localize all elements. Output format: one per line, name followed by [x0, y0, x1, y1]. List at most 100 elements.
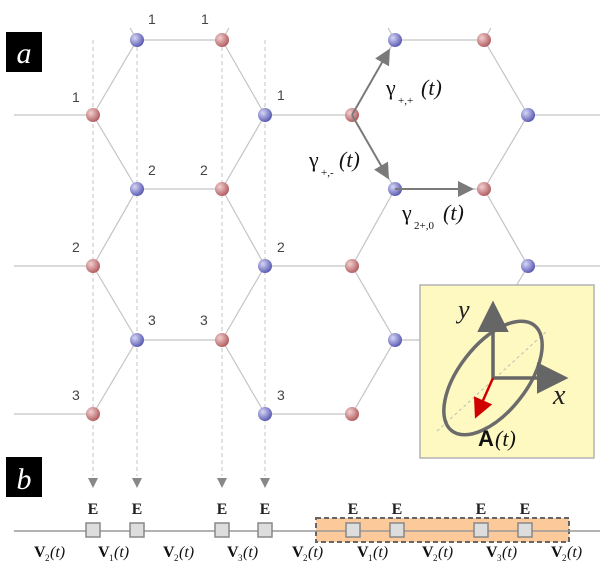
chain-site [85, 522, 101, 538]
svg-text:2: 2 [433, 553, 438, 563]
hopping-label-2plus-0: γ 2+,0 (t) [401, 200, 464, 232]
svg-text:1: 1 [109, 553, 114, 563]
vector-potential-arrow [473, 377, 495, 419]
hopping-arrows [351, 48, 474, 197]
svg-text:2: 2 [277, 239, 285, 255]
chain-site [345, 522, 361, 538]
svg-text:1: 1 [277, 87, 285, 103]
panel-b-label: b [6, 457, 42, 497]
hop-arrow-plus-minus [351, 114, 389, 180]
bond-label: V 2 (t) [551, 544, 582, 563]
chain-site [214, 522, 230, 538]
bond-label: V 2 (t) [163, 544, 194, 563]
svg-text:3: 3 [148, 312, 156, 328]
onsite-energy-labels: E E E E E E E E [88, 501, 531, 518]
site-a-red [86, 407, 100, 421]
chain-site [517, 522, 533, 538]
svg-text:3: 3 [497, 553, 502, 563]
svg-text:V: V [98, 544, 110, 561]
row-indices: 1 1 1 1 2 2 2 2 3 3 3 3 [72, 11, 285, 403]
inset-y-label: y [455, 295, 470, 324]
svg-text:E: E [217, 501, 228, 518]
svg-text:1: 1 [148, 11, 156, 27]
lattice-sites [86, 33, 535, 421]
bond-label: V 3 (t) [227, 544, 258, 563]
svg-text:(t): (t) [502, 544, 517, 561]
svg-text:3: 3 [200, 312, 208, 328]
svg-text:E: E [348, 501, 359, 518]
svg-text:(t): (t) [438, 544, 453, 561]
svg-text:γ: γ [308, 147, 319, 172]
svg-text:E: E [476, 501, 487, 518]
svg-text:2: 2 [148, 162, 156, 178]
inset-x-label: x [552, 380, 566, 411]
svg-text:2: 2 [303, 553, 308, 563]
svg-text:(t): (t) [421, 75, 442, 100]
chain-sites [85, 522, 533, 538]
svg-text:2: 2 [72, 239, 80, 255]
svg-text:E: E [392, 501, 403, 518]
site-b-blue [130, 182, 144, 196]
svg-text:(t): (t) [243, 544, 258, 561]
svg-text:a: a [17, 37, 32, 70]
svg-text:b: b [17, 463, 32, 496]
svg-text:V: V [34, 544, 46, 561]
svg-text:γ: γ [385, 75, 396, 100]
svg-text:1: 1 [72, 89, 80, 105]
site-a-red [215, 182, 229, 196]
inset-vector-arg: (t) [495, 426, 516, 451]
lattice-bonds [14, 27, 600, 415]
svg-text:V: V [422, 544, 434, 561]
hop-arrow-plus-plus [351, 48, 390, 116]
bond-label: V 2 (t) [422, 544, 453, 563]
svg-text:2+,0: 2+,0 [414, 220, 434, 232]
svg-text:V: V [292, 544, 304, 561]
svg-text:+,-: +,- [321, 167, 334, 179]
svg-text:E: E [88, 501, 99, 518]
site-b-blue [521, 259, 535, 273]
svg-text:(t): (t) [567, 544, 582, 561]
bond-label: V 1 (t) [98, 544, 129, 563]
site-a-red [345, 259, 359, 273]
svg-text:E: E [260, 501, 271, 518]
bond-label: V 2 (t) [292, 544, 323, 563]
site-b-blue [258, 108, 272, 122]
chain-site [129, 522, 145, 538]
svg-text:2: 2 [562, 553, 567, 563]
site-a-red [215, 33, 229, 47]
projection-lines [88, 40, 270, 488]
site-b-blue [521, 108, 535, 122]
bond-label: V 1 (t) [357, 544, 388, 563]
svg-text:3: 3 [277, 387, 285, 403]
bond-label: V 2 (t) [34, 544, 65, 563]
chain-site [473, 522, 489, 538]
svg-text:(t): (t) [114, 544, 129, 561]
hopping-label-plus-plus: γ +,+ (t) [385, 75, 442, 107]
site-b-blue [258, 407, 272, 421]
svg-text:+,+: +,+ [398, 95, 413, 107]
svg-text:γ: γ [401, 200, 412, 225]
polarization-inset: y x A (t) [419, 284, 595, 459]
svg-text:E: E [520, 501, 531, 518]
site-b-blue [258, 259, 272, 273]
hopping-label-plus-minus: γ +,- (t) [308, 147, 360, 179]
svg-text:3: 3 [72, 387, 80, 403]
site-a-red [215, 333, 229, 347]
svg-text:(t): (t) [373, 544, 388, 561]
chain-site [257, 522, 273, 538]
svg-text:2: 2 [200, 162, 208, 178]
site-b-blue [130, 33, 144, 47]
svg-text:V: V [163, 544, 175, 561]
site-a-red [345, 407, 359, 421]
chain-site [389, 522, 405, 538]
site-a-red [477, 33, 491, 47]
svg-text:V: V [551, 544, 563, 561]
svg-text:(t): (t) [339, 147, 360, 172]
svg-text:V: V [357, 544, 369, 561]
site-a-red [477, 182, 491, 196]
site-b-blue [130, 333, 144, 347]
polarization-ellipse [442, 319, 544, 437]
svg-text:(t): (t) [443, 200, 464, 225]
svg-text:1: 1 [201, 11, 209, 27]
